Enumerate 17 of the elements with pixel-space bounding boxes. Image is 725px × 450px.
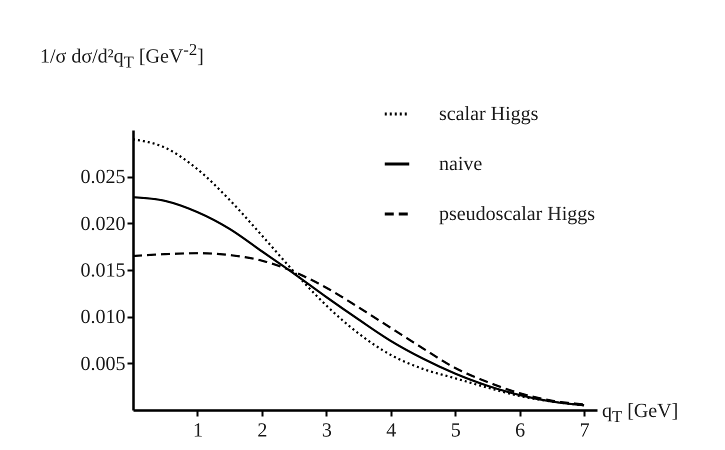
legend-label: naive: [439, 153, 482, 175]
x-tick-label: 2: [257, 420, 268, 442]
y-tick-label: 0.015: [80, 260, 126, 282]
y-tick-label: 0.020: [80, 212, 126, 235]
x-tick-label: 4: [386, 420, 396, 442]
x-tick-label: 3: [322, 420, 332, 442]
x-tick-label: 6: [515, 420, 526, 442]
x-tick-label: 5: [450, 420, 461, 442]
x-tick-label: 1: [192, 420, 203, 442]
y-axis-title: 1/σ dσ/d²q$_{T}$ [GeV$^{-2}$]: [40, 40, 204, 73]
x-tick-label: 7: [580, 420, 590, 442]
y-tick-label: 0.025: [80, 166, 126, 188]
legend-label: pseudoscalar Higgs: [439, 203, 596, 225]
x-axis-title: q$_{T}$ [GeV]: [602, 400, 678, 427]
y-tick-label: 0.010: [80, 306, 126, 328]
y-tick-label: 0.005: [80, 352, 126, 375]
legend-label: scalar Higgs: [439, 103, 539, 125]
